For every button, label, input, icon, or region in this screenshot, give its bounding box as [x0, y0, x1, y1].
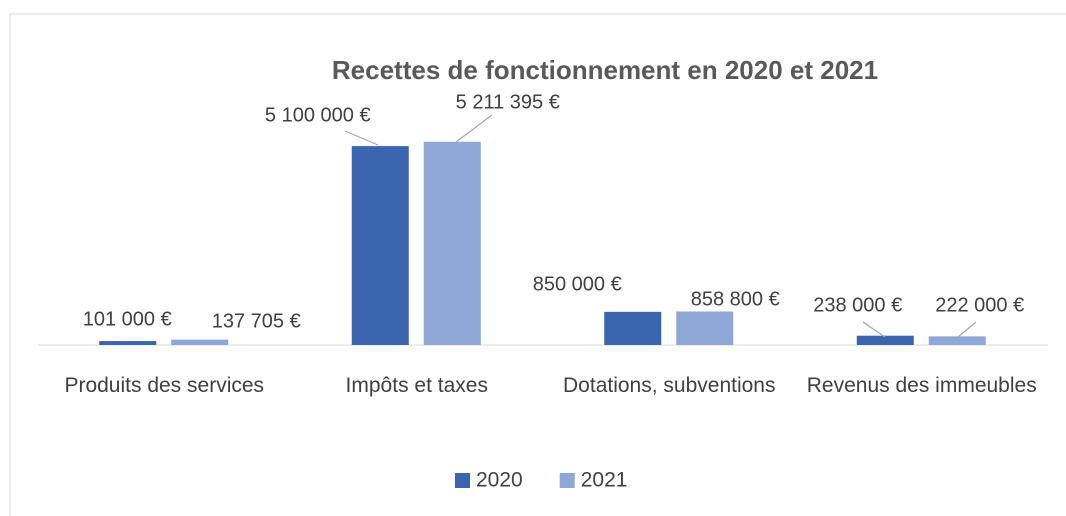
- data-label: 5 100 000 €: [265, 104, 371, 126]
- x-tick-label: Produits des services: [64, 374, 265, 397]
- x-tick-label: Dotations, subventions: [563, 374, 776, 397]
- leader-line: [862, 321, 886, 338]
- legend-swatch: [455, 473, 470, 488]
- bar: [856, 335, 914, 345]
- bar: [604, 311, 662, 345]
- data-label: 850 000 €: [533, 273, 622, 295]
- bar: [99, 341, 157, 345]
- legend-swatch: [559, 473, 575, 488]
- data-label: 222 000 €: [935, 294, 1024, 316]
- data-label: 238 000 €: [813, 294, 902, 316]
- data-label: 858 800 €: [691, 288, 780, 310]
- legend-label: 2021: [581, 469, 628, 492]
- bar: [351, 146, 409, 345]
- data-label: 137 705 €: [212, 310, 301, 332]
- bar: [423, 141, 481, 345]
- bar: [171, 339, 229, 345]
- bar: [928, 336, 986, 345]
- leader-line: [455, 114, 493, 143]
- x-tick-label: Impôts et taxes: [345, 374, 488, 397]
- data-label: 5 211 395 €: [456, 91, 560, 113]
- legend-label: 2020: [476, 469, 523, 492]
- bar: [676, 311, 734, 345]
- x-tick-label: Revenus des immeubles: [806, 374, 1037, 397]
- leader-line: [957, 321, 977, 338]
- chart-title: Recettes de fonctionnement en 2020 et 20…: [332, 55, 878, 85]
- chart-frame: [9, 13, 1066, 516]
- leader-line: [344, 130, 379, 146]
- data-label: 101 000 €: [83, 308, 172, 330]
